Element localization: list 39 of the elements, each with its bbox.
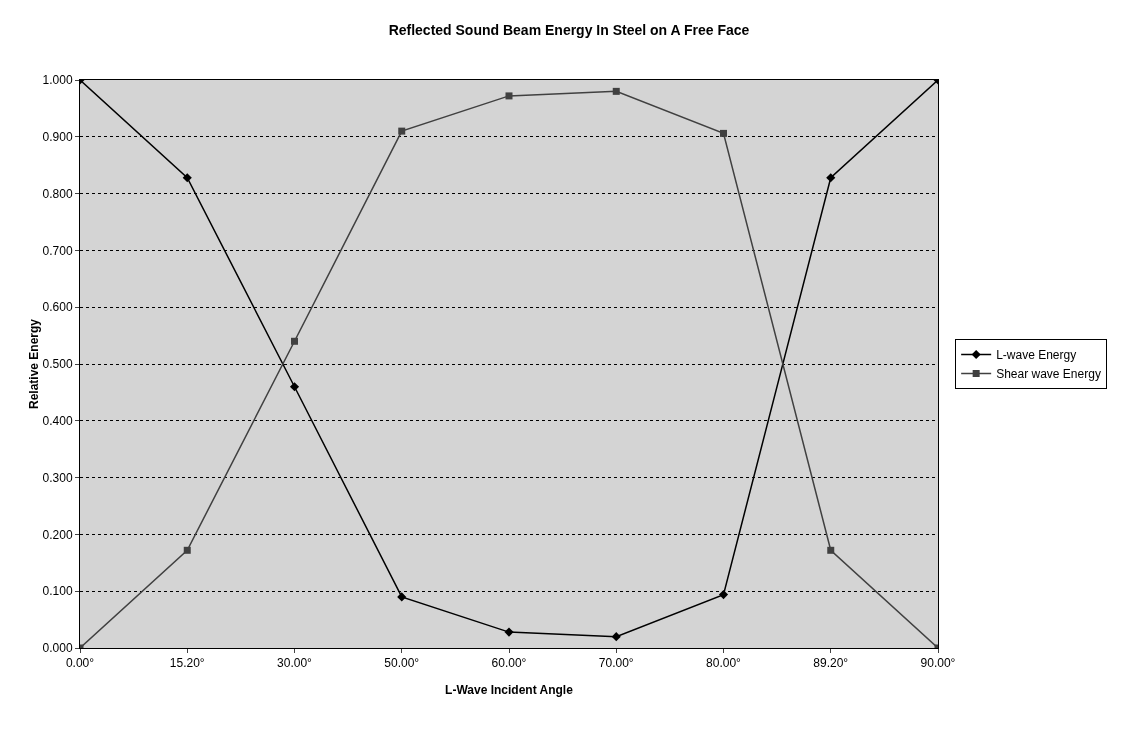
point — [611, 632, 621, 642]
x-tick-label: 15.20° — [169, 656, 205, 671]
x-tick-label: 60.00° — [491, 656, 527, 671]
point — [504, 627, 514, 637]
legend-label: Shear wave Energy — [996, 367, 1101, 382]
y-tick-label: 0.000 — [42, 641, 73, 656]
y-tick-label: 0.100 — [42, 584, 73, 599]
chart-title: Reflected Sound Beam Energy In Steel on A Free Face — [388, 22, 750, 39]
y-tick-label: 0.400 — [42, 414, 73, 428]
point — [827, 546, 835, 554]
y-tick-label: 0.700 — [42, 243, 73, 258]
point — [718, 590, 729, 600]
point — [183, 546, 191, 554]
y-axis-title: Relative Energy — [26, 318, 41, 410]
x-tick-label: 70.00° — [598, 656, 634, 671]
legend-label: L-wave Energy — [996, 348, 1077, 363]
y-tick-label: 0.500 — [42, 357, 73, 372]
y-tick-label: 0.200 — [42, 527, 73, 542]
point — [289, 382, 300, 392]
point — [826, 173, 836, 183]
x-tick-label: 0.00° — [65, 656, 95, 671]
y-tick-label: 0.300 — [42, 470, 73, 485]
x-axis-title: L-Wave Incident Angle — [445, 683, 574, 697]
x-tick-label: 30.00° — [277, 656, 313, 671]
y-tick-label: 0.800 — [42, 186, 73, 201]
x-tick-label: 90.00° — [920, 656, 956, 671]
point — [398, 127, 406, 135]
y-tick-label: 1.000 — [42, 73, 73, 88]
x-tick-label: 50.00° — [384, 656, 420, 671]
point — [291, 337, 298, 345]
point — [182, 173, 192, 183]
point — [397, 592, 407, 602]
point — [720, 129, 727, 137]
x-tick-label: 80.00° — [706, 656, 742, 671]
y-tick-label: 0.900 — [42, 130, 73, 144]
point — [505, 92, 513, 100]
y-tick-label: 0.600 — [42, 300, 73, 315]
x-tick-label: 89.20° — [813, 656, 849, 671]
point — [612, 87, 620, 95]
